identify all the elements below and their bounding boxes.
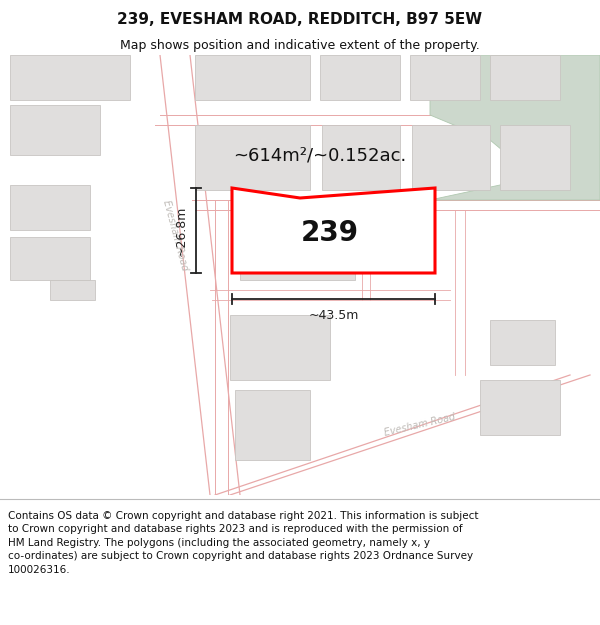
Polygon shape [10, 105, 100, 155]
Polygon shape [490, 55, 560, 100]
Polygon shape [50, 280, 95, 300]
Polygon shape [320, 55, 400, 100]
Polygon shape [10, 237, 90, 280]
Polygon shape [230, 315, 330, 380]
Polygon shape [232, 188, 435, 273]
Polygon shape [430, 55, 600, 200]
Polygon shape [10, 185, 90, 230]
Text: Evesham Road: Evesham Road [161, 199, 189, 271]
Polygon shape [490, 320, 555, 365]
Text: Evesham Road: Evesham Road [383, 412, 457, 438]
Polygon shape [10, 55, 130, 100]
Polygon shape [195, 125, 310, 190]
Text: 239: 239 [301, 219, 359, 247]
Text: ~43.5m: ~43.5m [308, 309, 359, 322]
Polygon shape [322, 125, 400, 190]
Polygon shape [500, 125, 570, 190]
Polygon shape [412, 125, 490, 190]
Text: 239, EVESHAM ROAD, REDDITCH, B97 5EW: 239, EVESHAM ROAD, REDDITCH, B97 5EW [118, 12, 482, 27]
Polygon shape [410, 55, 480, 100]
Polygon shape [235, 390, 310, 460]
Text: Map shows position and indicative extent of the property.: Map shows position and indicative extent… [120, 39, 480, 51]
Polygon shape [480, 380, 560, 435]
Polygon shape [240, 210, 355, 280]
Text: ~614m²/~0.152ac.: ~614m²/~0.152ac. [233, 146, 407, 164]
Polygon shape [195, 55, 310, 100]
Text: Contains OS data © Crown copyright and database right 2021. This information is : Contains OS data © Crown copyright and d… [8, 511, 478, 575]
Text: ~26.8m: ~26.8m [175, 205, 188, 256]
